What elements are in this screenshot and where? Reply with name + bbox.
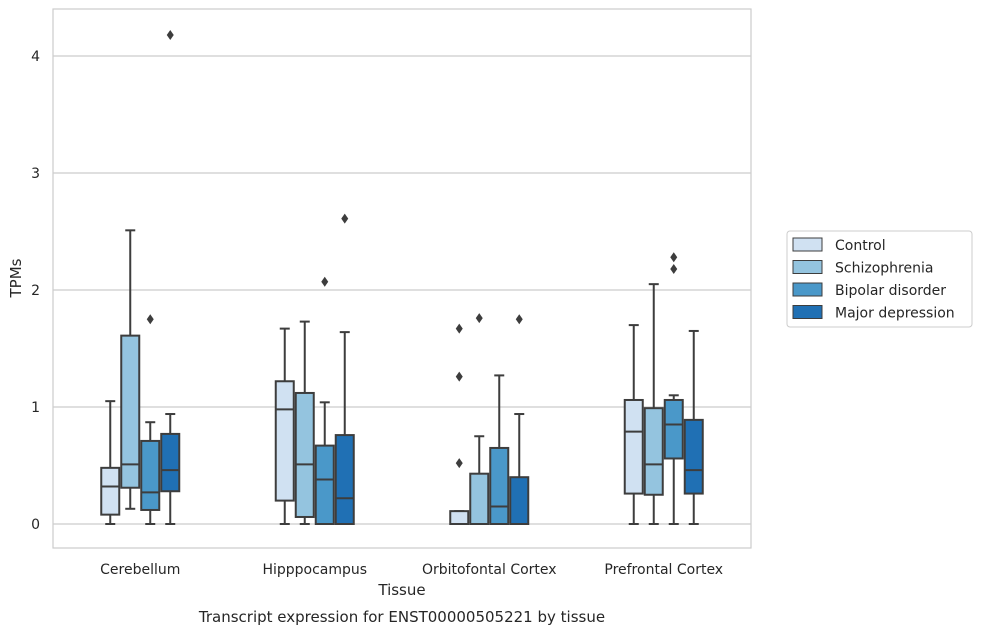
box-iqr	[334, 434, 355, 525]
legend-swatch	[792, 237, 823, 252]
x-tick-label: Hipppocampus	[262, 562, 367, 578]
outlier-point	[166, 29, 174, 40]
box-control	[100, 400, 121, 525]
x-tick-label: Orbitofontal Cortex	[422, 562, 557, 578]
box-iqr	[663, 398, 684, 460]
legend-label: Schizophrenia	[835, 261, 933, 277]
x-tick-label: Cerebellum	[100, 562, 180, 578]
box-iqr	[314, 444, 335, 525]
y-axis-label: TPMs	[7, 258, 25, 298]
outlier-point	[515, 314, 523, 325]
box-schizophrenia	[120, 229, 141, 510]
box-iqr	[160, 432, 181, 493]
box-bipolar-disorder	[314, 276, 335, 525]
box-iqr	[294, 391, 315, 518]
legend-swatch	[792, 282, 823, 297]
outlier-point	[670, 252, 678, 263]
boxes	[100, 29, 704, 526]
box-iqr	[140, 439, 161, 511]
outlier-point	[475, 313, 483, 324]
box-iqr	[100, 466, 121, 516]
box-schizophrenia	[294, 320, 315, 525]
box-iqr	[449, 510, 470, 526]
outlier-point	[455, 371, 463, 382]
box-major-depression	[160, 29, 181, 525]
box-iqr	[274, 380, 295, 502]
legend-label: Bipolar disorder	[835, 283, 946, 299]
box-iqr	[623, 398, 644, 495]
legend: Control Schizophrenia Bipolar disorder Majo…	[786, 230, 973, 328]
box-iqr	[643, 407, 664, 496]
box-schizophrenia	[469, 313, 490, 526]
outlier-point	[455, 323, 463, 334]
legend-frame	[786, 230, 973, 328]
box-iqr	[469, 472, 490, 526]
box-iqr	[683, 418, 704, 495]
chart-caption: Transcript expression for ENST0000050522…	[198, 608, 605, 626]
y-tick-label: 4	[31, 49, 40, 65]
outlier-point	[670, 263, 678, 274]
outlier-point	[146, 314, 154, 325]
legend-label: Major depression	[835, 306, 955, 322]
outlier-point	[455, 458, 463, 469]
y-tick-label: 2	[31, 283, 40, 299]
box-schizophrenia	[643, 283, 664, 525]
box-bipolar-disorder	[489, 374, 510, 526]
box-control	[623, 324, 644, 525]
x-tick-label: Prefrontal Cortex	[604, 562, 723, 578]
box-iqr	[509, 476, 530, 526]
box-bipolar-disorder	[140, 314, 161, 525]
legend-label: Control	[835, 238, 886, 254]
legend-swatch	[792, 305, 823, 319]
y-tick-label: 3	[31, 166, 40, 182]
y-tick-label: 0	[31, 517, 40, 533]
outlier-point	[321, 276, 329, 287]
box-iqr	[489, 446, 510, 526]
box-iqr	[120, 334, 141, 489]
outlier-point	[341, 213, 349, 224]
box-control	[449, 323, 470, 526]
x-tick-labels: Cerebellum Hipppocampus Orbitofontal Corte…	[100, 562, 723, 578]
box-major-depression	[334, 213, 355, 525]
box-bipolar-disorder	[663, 252, 684, 525]
y-tick-labels: 0 1 2 3 4	[31, 49, 40, 533]
legend-swatch	[792, 260, 823, 274]
box-major-depression	[683, 329, 704, 525]
box-major-depression	[509, 314, 530, 526]
box-control	[274, 327, 295, 525]
y-tick-label: 1	[31, 400, 40, 416]
x-axis-label: Tissue	[377, 581, 425, 599]
